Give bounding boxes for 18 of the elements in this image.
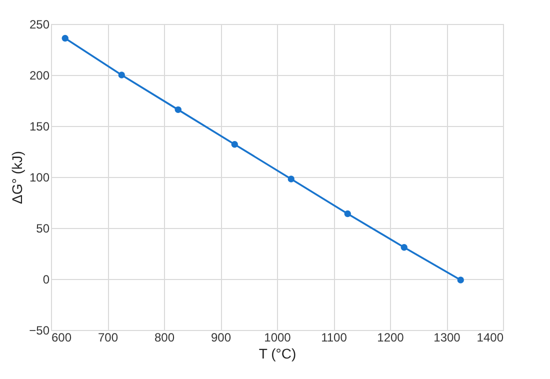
y-tick-label: 250 <box>29 18 50 32</box>
x-tick-label: 800 <box>154 330 175 344</box>
y-tick-label: 200 <box>29 68 50 82</box>
y-tick-label: 50 <box>36 222 50 236</box>
x-tick-label: 900 <box>210 330 232 344</box>
x-tick-label: 1200 <box>377 330 404 344</box>
x-tick-label: 1400 <box>476 330 504 344</box>
y-tick-label: −50 <box>29 324 50 338</box>
x-tick-label: 1100 <box>321 330 348 344</box>
y-axis-title: ΔG° (kJ) <box>9 150 26 204</box>
y-tick-label: 0 <box>42 272 50 286</box>
x-tick-label: 600 <box>52 330 72 344</box>
x-axis-title: T (°C) <box>258 346 296 362</box>
x-tick-label: 700 <box>98 330 118 344</box>
x-tick-label: 1300 <box>434 330 461 344</box>
x-tick-label: 1000 <box>264 330 292 344</box>
y-tick-label: 150 <box>29 120 50 134</box>
y-tick-label: 100 <box>29 170 50 184</box>
